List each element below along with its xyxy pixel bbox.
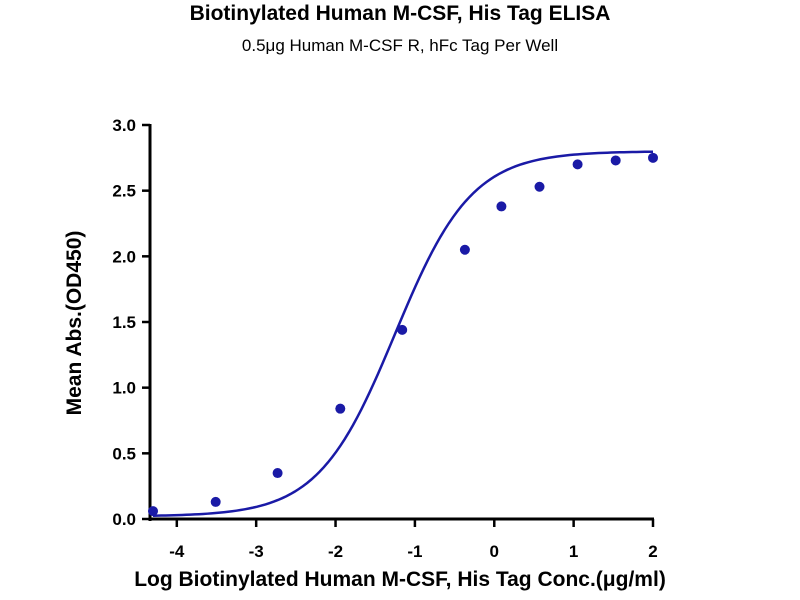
data-point <box>610 155 621 166</box>
x-tick-label: -4 <box>169 542 185 561</box>
data-point <box>459 244 470 255</box>
x-tick-label: 2 <box>648 542 657 561</box>
data-point <box>148 506 158 517</box>
x-tick-label: 0 <box>490 542 499 561</box>
y-tick-label: 2.5 <box>112 182 136 201</box>
y-tick-label: 1.5 <box>112 313 136 332</box>
chart-subtitle: 0.5μg Human M-CSF R, hFc Tag Per Well <box>241 36 559 55</box>
data-point <box>397 324 408 335</box>
fit-curve <box>152 150 654 517</box>
chart-title: Biotinylated Human M-CSF, His Tag ELISA <box>189 2 611 25</box>
x-tick-label: -3 <box>249 542 264 561</box>
data-point <box>272 468 283 479</box>
x-tick-label: -2 <box>328 542 343 561</box>
y-tick-label: 3.0 <box>112 116 136 135</box>
data-point <box>496 201 507 212</box>
data-point <box>210 496 221 507</box>
x-axis-label: Log Biotinylated Human M-CSF, His Tag Co… <box>134 568 666 591</box>
x-tick-label: 1 <box>569 542 578 561</box>
y-tick-label: 0.0 <box>112 510 136 529</box>
y-tick-label: 1.0 <box>112 379 136 398</box>
data-point <box>534 181 545 192</box>
data-point <box>572 159 583 170</box>
x-tick-label: -1 <box>407 542 422 561</box>
data-point <box>335 403 346 414</box>
data-point <box>648 152 658 163</box>
y-tick-label: 2.0 <box>112 247 136 266</box>
y-tick-label: 0.5 <box>112 444 136 463</box>
